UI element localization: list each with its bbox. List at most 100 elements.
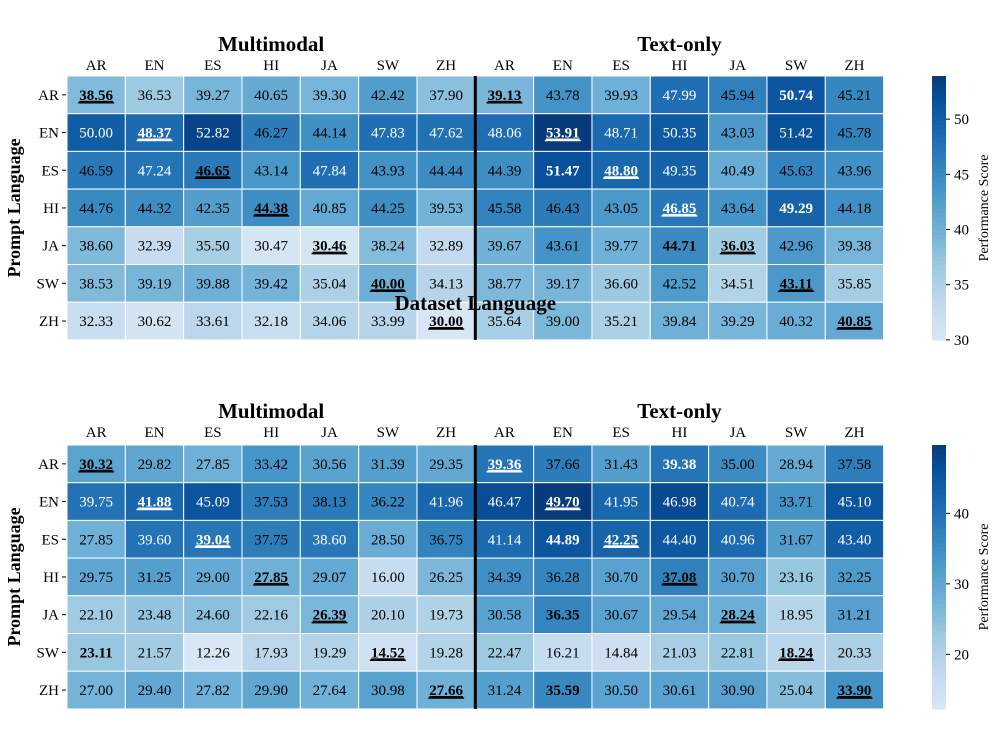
colorbar-segment: [932, 335, 946, 341]
x-tick-label: SW: [377, 425, 400, 441]
cell-value: 35.85: [838, 276, 872, 292]
colorbar-segment: [932, 265, 946, 271]
cell-value: 34.06: [313, 314, 347, 330]
heatmap-cell: [591, 670, 651, 710]
cell-value: 47.62: [429, 126, 463, 142]
cell-value: 51.42: [779, 126, 813, 142]
heatmap-cell: [824, 595, 885, 634]
heatmap-cell: [533, 226, 593, 266]
group-label-multimodal: Multimodal: [218, 32, 324, 56]
x-tick-label: JA: [321, 425, 338, 441]
colorbar-segment: [932, 106, 946, 112]
cell-value: 49.35: [663, 163, 697, 179]
cell-value: 45.94: [721, 88, 755, 104]
colorbar-segment: [932, 119, 946, 125]
heatmap-cell: [708, 150, 768, 190]
colorbar-segment: [932, 515, 946, 521]
colorbar-segment: [932, 700, 946, 706]
y-tick-label: SW: [37, 276, 60, 292]
cell-value: 45.10: [838, 495, 872, 511]
cell-value: 45.21: [838, 88, 872, 104]
colorbar-segment: [932, 581, 946, 587]
heatmap-cell: [299, 150, 360, 190]
cell-value: 42.35: [196, 201, 230, 217]
heatmap-cell: [708, 595, 768, 634]
cell-value: 16.00: [371, 570, 405, 586]
heatmap-cell: [474, 75, 535, 115]
x-tick-label: ES: [204, 58, 222, 74]
heatmap-cell: [474, 557, 535, 597]
colorbar-segment: [932, 660, 946, 666]
colorbar-segment: [932, 326, 946, 332]
cell-value: 16.21: [546, 645, 580, 661]
colorbar-segment: [932, 678, 946, 684]
cell-value: 44.71: [663, 239, 697, 255]
cell-value: 35.59: [546, 683, 580, 699]
cell-value: 30.90: [721, 683, 755, 699]
cell-value: 48.71: [604, 126, 638, 142]
colorbar-segment: [932, 256, 946, 262]
colorbar-segment: [932, 89, 946, 95]
heatmap-cell: [241, 301, 301, 341]
heatmap-cell: [766, 482, 826, 521]
heatmap-cell: [241, 226, 301, 266]
colorbar-segment: [932, 686, 946, 692]
colorbar-segment: [932, 466, 946, 472]
colorbar-segment: [932, 212, 946, 218]
cell-value: 38.53: [79, 276, 113, 292]
colorbar-segment: [932, 638, 946, 644]
cell-value: 30.50: [604, 683, 638, 699]
heatmap-cell: [533, 557, 593, 597]
cell-value: 44.89: [546, 532, 580, 548]
cell-value: 37.53: [254, 495, 288, 511]
cell-value: 46.43: [546, 201, 580, 217]
cell-value: 43.78: [546, 88, 580, 104]
cell-value: 22.16: [254, 608, 288, 624]
cell-value: 24.60: [196, 608, 230, 624]
colorbar-segment: [932, 128, 946, 134]
colorbar-segment: [932, 484, 946, 490]
colorbar-tick-label: 30: [954, 333, 969, 349]
heatmap-cell: [299, 301, 360, 341]
colorbar-segment: [932, 111, 946, 117]
heatmap-cell: [416, 75, 476, 115]
colorbar-segment: [932, 634, 946, 640]
cell-value: 34.13: [429, 276, 463, 292]
heatmap-cell: [649, 188, 710, 228]
heatmap-cell: [591, 150, 651, 190]
colorbar-segment: [932, 651, 946, 657]
heatmap-cell: [241, 519, 301, 559]
colorbar-segment: [932, 225, 946, 231]
colorbar-segment: [932, 550, 946, 556]
heatmap-cell: [241, 444, 301, 484]
heatmap-cell: [416, 519, 476, 559]
cell-value: 31.39: [371, 457, 405, 473]
cell-value: 32.89: [429, 239, 463, 255]
heatmap-cell: [824, 301, 885, 341]
cell-value: 38.60: [313, 532, 347, 548]
colorbar-segment: [932, 159, 946, 165]
colorbar-segment: [932, 291, 946, 297]
colorbar-segment: [932, 603, 946, 609]
colorbar-segment: [932, 155, 946, 161]
colorbar-segment: [932, 203, 946, 209]
cell-value: 39.60: [138, 532, 172, 548]
cell-value: 44.76: [79, 201, 113, 217]
colorbar-segment: [932, 647, 946, 653]
cell-value: 39.36: [488, 457, 522, 473]
colorbar-segment: [932, 221, 946, 227]
cell-value: 19.29: [313, 645, 347, 661]
cell-value: 50.00: [79, 126, 113, 142]
cell-value: 14.52: [371, 645, 405, 661]
heatmap-cell: [183, 482, 243, 521]
heatmap-cell: [183, 557, 243, 597]
x-tick-label: ES: [612, 58, 630, 74]
x-tick-label: SW: [785, 58, 808, 74]
colorbar-segment: [932, 199, 946, 205]
cell-value: 32.18: [254, 314, 288, 330]
y-tick-label: ZH: [39, 314, 59, 330]
colorbar-segment: [932, 524, 946, 530]
heatmap-cell: [591, 519, 651, 559]
colorbar-tick-label: 20: [954, 647, 969, 663]
